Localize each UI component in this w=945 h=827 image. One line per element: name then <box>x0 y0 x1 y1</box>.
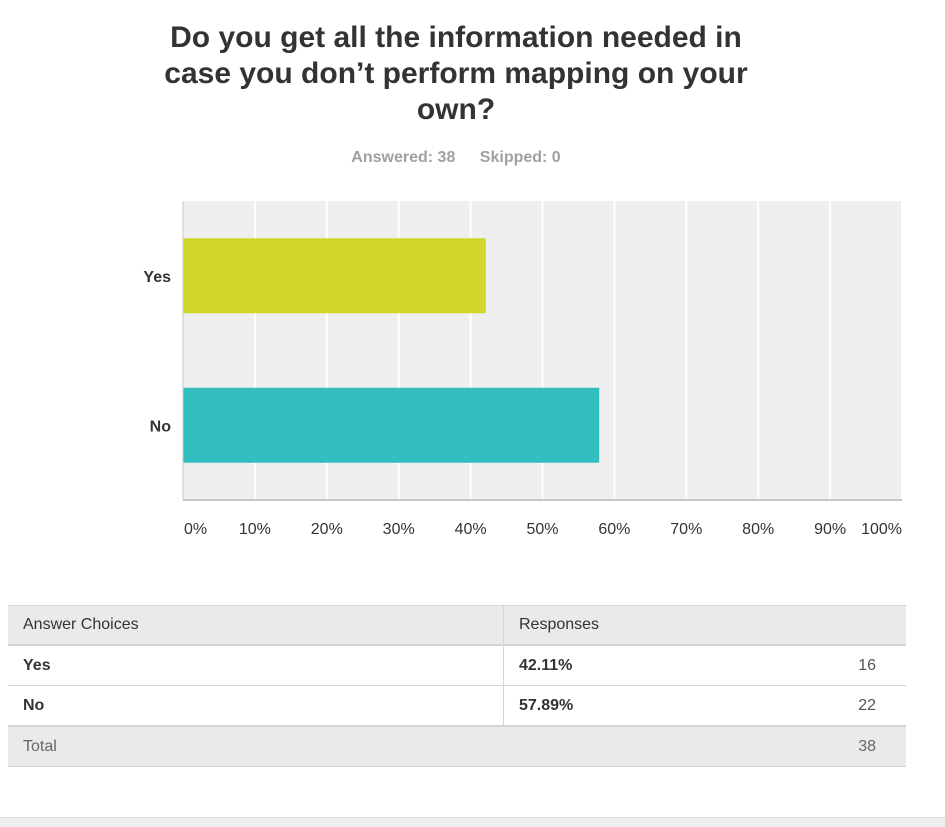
x-tick-label: 0% <box>184 521 207 538</box>
x-tick-label: 70% <box>670 521 702 538</box>
row-choice: No <box>8 685 504 727</box>
x-tick-label: 50% <box>526 521 558 538</box>
question-title: Do you get all the information needed in… <box>164 21 748 126</box>
row-percent: 42.11% <box>503 645 814 686</box>
table-row: No 57.89% 22 <box>8 685 906 727</box>
y-tick-label: No <box>150 418 172 435</box>
header-answer-choices: Answer Choices <box>8 605 504 646</box>
row-choice: Yes <box>8 645 504 686</box>
footer-bar <box>0 817 945 827</box>
responses-table: Answer Choices Responses Yes 42.11% 16 N… <box>8 605 906 767</box>
table-row: Yes 42.11% 16 <box>8 645 906 686</box>
x-tick-label: 60% <box>598 521 630 538</box>
x-tick-label: 40% <box>455 521 487 538</box>
x-tick-label: 20% <box>311 521 343 538</box>
y-tick-label: Yes <box>143 269 171 286</box>
bar-no <box>183 387 600 463</box>
total-empty <box>503 725 814 767</box>
response-stats: Answered: 38 Skipped: 0 <box>0 149 912 167</box>
total-label: Total <box>8 725 504 767</box>
x-tick-label: 10% <box>239 521 271 538</box>
table-total-row: Total 38 <box>8 725 906 767</box>
bar-yes <box>183 238 486 314</box>
x-tick-label: 100% <box>861 521 902 538</box>
x-tick-label: 30% <box>383 521 415 538</box>
x-tick-label: 90% <box>814 521 846 538</box>
row-count: 16 <box>814 645 906 686</box>
total-count: 38 <box>814 725 906 767</box>
x-tick-label: 80% <box>742 521 774 538</box>
bar-chart: Yes No 0% 10% 20% 30% 40% 50% 60% 70% 80% 90% 100% <box>143 201 903 538</box>
row-percent: 57.89% <box>503 685 814 727</box>
table-header-row: Answer Choices Responses <box>8 605 906 646</box>
row-count: 22 <box>814 685 906 727</box>
header-count <box>814 605 906 646</box>
header-responses: Responses <box>503 605 814 646</box>
skipped-count: Skipped: 0 <box>479 149 561 166</box>
answered-count: Answered: 38 <box>351 149 456 166</box>
